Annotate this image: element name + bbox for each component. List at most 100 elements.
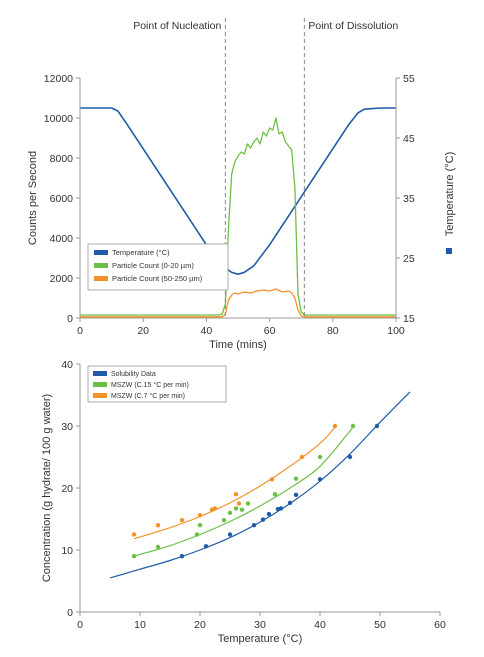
c2-point-series-2 [332, 423, 338, 429]
c1-y2-ticks: 15 25 35 45 55 [396, 73, 415, 325]
c1-y2-tick-label: 35 [403, 193, 415, 205]
c1-legend-label-0: Temperature (°C) [112, 248, 170, 257]
c2-point-series-2 [233, 492, 239, 497]
c2-point-series-1 [245, 501, 251, 506]
c2-point-series-2 [236, 501, 242, 506]
c1-x-ticks: 0 20 40 60 80 100 [77, 318, 405, 337]
c2-point-series-2 [155, 523, 161, 528]
c2-point-series-2 [212, 506, 218, 511]
c1-y-tick-label: 0 [67, 313, 73, 325]
c2-point-series-1 [293, 476, 299, 481]
c1-legend-swatch-2 [94, 276, 108, 281]
c2-legend-swatch-2 [93, 393, 107, 398]
c1-y2-tick-label: 55 [403, 73, 415, 85]
c1-y-ticks: 0 2000 4000 6000 8000 10000 12000 [44, 73, 80, 325]
c1-x-tick-label: 0 [77, 325, 83, 337]
c1-x-tick-label: 60 [264, 325, 276, 337]
c1-y2-axis-label-group: Temperature (°C) [444, 152, 456, 254]
c2-fit-curve-0 [109, 391, 411, 579]
c1-y-axis-label: Counts per Second [27, 151, 39, 245]
c1-x-axis-label: Time (mins) [209, 339, 267, 351]
c1-y2-legend-marker [446, 248, 452, 254]
c2-x-tick-label: 0 [77, 619, 83, 631]
c2-point-series-0 [251, 523, 257, 528]
c1-y2-tick-label: 25 [403, 253, 415, 265]
c1-legend-label-1: Particle Count (0-20 µm) [112, 261, 194, 270]
c1-legend-swatch-1 [94, 263, 108, 268]
c2-x-tick-label: 40 [314, 619, 326, 631]
c2-point-series-1 [155, 544, 161, 550]
c2-fit-curves [109, 391, 411, 579]
c2-legend-label-2: MSZW (C.7 °C per min) [111, 392, 185, 400]
c2-x-tick-label: 60 [434, 619, 446, 631]
c1-series-line-0 [80, 107, 396, 275]
c2-legend-label-0: Solubility Data [111, 371, 156, 378]
c1-annotation-label-0: Point of Nucleation [133, 20, 221, 32]
c2-point-series-1 [239, 507, 245, 512]
c2-point-series-1 [221, 518, 227, 523]
c2-y-tick-label: 0 [67, 607, 73, 619]
c1-legend-box [87, 243, 229, 291]
c1-x-tick-label: 100 [387, 325, 405, 337]
c1-y-tick-label: 12000 [44, 73, 73, 85]
c2-point-series-0 [260, 517, 266, 522]
c1-x-tick-label: 20 [137, 325, 149, 337]
c1-annotations: Point of Nucleation Point of Dissolution [133, 18, 398, 318]
c2-point-series-0 [179, 554, 185, 559]
c1-x-tick-label: 40 [201, 325, 213, 337]
c2-point-series-0 [227, 532, 233, 537]
c2-point-series-2 [131, 532, 137, 537]
c2-point-series-1 [197, 523, 203, 528]
c2-y-ticks: 0 10 20 30 40 [61, 359, 80, 619]
c1-series-line-2 [80, 288, 396, 318]
c2-y-tick-label: 10 [61, 545, 73, 557]
c1-y2-tick-label: 15 [403, 313, 415, 325]
c2-legend: Solubility Data MSZW (C.15 °C per min) MSZ… [87, 365, 227, 403]
c2-point-series-0 [317, 477, 323, 482]
solubility-chart: 0 10 20 30 40 50 60 0 10 20 30 40 Temperature (°C)… [41, 359, 446, 645]
c2-fit-curve-2 [133, 426, 336, 540]
c1-y2-tick-label: 45 [403, 133, 415, 145]
c1-series-lines [80, 107, 396, 318]
c1-y-tick-label: 10000 [44, 113, 73, 125]
c2-point-series-1 [317, 454, 323, 460]
c2-x-tick-label: 30 [254, 619, 266, 631]
c1-legend-label-2: Particle Count (50-250 µm) [112, 274, 203, 283]
c1-legend-swatch-0 [94, 250, 108, 255]
c2-point-series-1 [233, 506, 239, 511]
c2-point-series-2 [269, 477, 275, 482]
c2-point-series-1 [227, 510, 233, 515]
c2-x-ticks: 0 10 20 30 40 50 60 [77, 612, 446, 631]
c1-y-tick-label: 8000 [50, 153, 74, 165]
c2-y-axis-label: Concentration (g hydrate/ 100 g water) [41, 394, 53, 582]
c2-y-tick-label: 20 [61, 483, 73, 495]
c1-legend: Temperature (°C) Particle Count (0-20 µm)… [87, 243, 229, 291]
c2-legend-label-1: MSZW (C.15 °C per min) [111, 381, 189, 389]
c2-point-series-0 [287, 500, 293, 506]
c2-point-series-1 [350, 423, 356, 429]
c1-x-tick-label: 80 [327, 325, 339, 337]
c2-point-series-1 [131, 554, 137, 559]
c1-series-line-1 [80, 117, 396, 316]
c1-y2-axis-label: Temperature (°C) [444, 152, 456, 236]
c2-y-tick-label: 30 [61, 421, 73, 433]
c2-x-tick-label: 50 [374, 619, 386, 631]
c2-point-series-2 [299, 454, 305, 460]
c2-x-tick-label: 10 [134, 619, 146, 631]
c2-point-series-0 [278, 506, 284, 511]
nucleation-chart: 0 20 40 60 80 100 0 2000 4000 6000 8000 10000 12000… [27, 18, 456, 351]
c1-y-tick-label: 2000 [50, 273, 74, 285]
c2-point-series-0 [347, 454, 353, 460]
c2-fit-curve-1 [133, 426, 354, 557]
c2-data-points [131, 423, 380, 559]
c1-y-tick-label: 4000 [50, 233, 74, 245]
c2-point-series-2 [197, 513, 203, 518]
c2-point-series-1 [194, 532, 200, 537]
c1-y-tick-label: 6000 [50, 193, 74, 205]
c2-legend-box [87, 365, 227, 403]
c1-annotation-label-1: Point of Dissolution [308, 20, 398, 32]
c2-x-axis-label: Temperature (°C) [218, 633, 302, 645]
c2-point-series-0 [293, 492, 299, 498]
